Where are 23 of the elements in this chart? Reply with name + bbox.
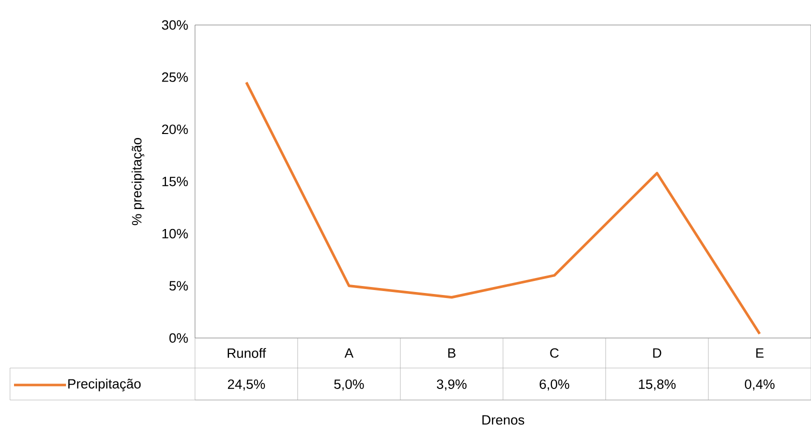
y-tick-label: 20% — [162, 124, 188, 134]
y-tick-label: 10% — [162, 228, 188, 238]
x-tick-label: E — [756, 348, 764, 358]
data-label: 15,8% — [638, 379, 676, 391]
y-axis-title: % precipitação — [132, 138, 144, 226]
y-tick-label: 25% — [162, 72, 188, 82]
x-axis-title: Drenos — [482, 415, 524, 425]
x-tick-label: C — [550, 348, 559, 358]
data-label: 5,0% — [334, 379, 364, 391]
y-tick-label: 15% — [162, 176, 188, 186]
x-tick-label: A — [344, 348, 354, 358]
x-tick-label: Runoff — [228, 348, 266, 358]
data-label: 3,9% — [436, 379, 467, 391]
y-tick-label: 5% — [169, 281, 188, 291]
data-label: 6,0% — [540, 379, 570, 391]
data-label: 24,5% — [228, 379, 265, 391]
x-tick-label: D — [653, 348, 662, 358]
line-series — [245, 81, 761, 336]
y-tick-label: 30% — [162, 20, 188, 30]
data-label: 0,4% — [744, 379, 775, 391]
y-tick-label: 0% — [169, 333, 188, 343]
legend-label: Precipitação — [68, 378, 141, 392]
x-tick-label: B — [448, 348, 456, 358]
